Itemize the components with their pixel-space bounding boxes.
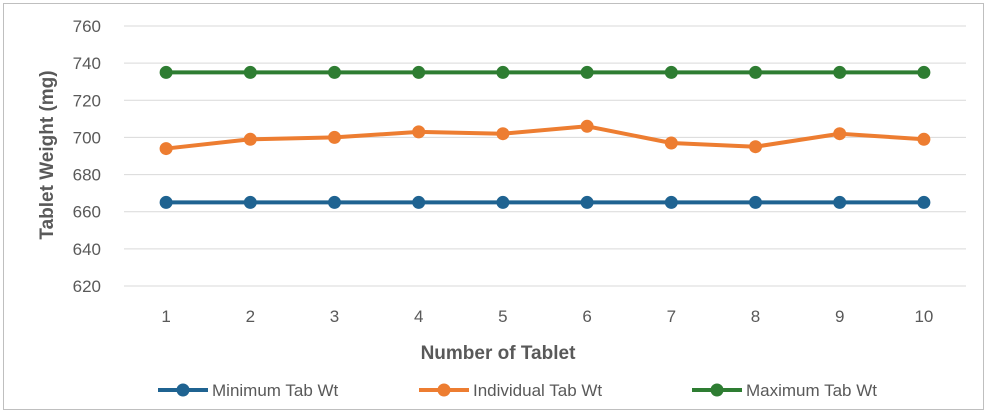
data-point xyxy=(243,132,257,146)
legend-item: Maximum Tab Wt xyxy=(692,381,877,400)
y-tick-label: 760 xyxy=(73,17,101,36)
series-individual-tab-wt xyxy=(159,119,931,156)
data-point xyxy=(412,195,426,209)
data-point xyxy=(328,65,341,79)
x-tick-label: 1 xyxy=(161,307,170,326)
y-tick-label: 720 xyxy=(73,91,101,110)
x-tick-label: 10 xyxy=(914,307,933,326)
x-tick-label: 9 xyxy=(835,307,844,326)
data-point xyxy=(749,195,762,209)
y-tick-label: 680 xyxy=(73,166,101,185)
data-point xyxy=(496,195,510,209)
data-point xyxy=(749,65,762,79)
data-point xyxy=(833,195,847,209)
data-point xyxy=(328,195,341,209)
data-point xyxy=(243,65,257,79)
legend-item: Minimum Tab Wt xyxy=(158,381,339,400)
data-point xyxy=(664,136,678,150)
data-point xyxy=(412,65,426,79)
data-point xyxy=(159,142,173,156)
data-point xyxy=(833,127,847,141)
data-point xyxy=(917,132,931,146)
legend-label: Minimum Tab Wt xyxy=(212,381,339,400)
series-maximum-tab-wt xyxy=(159,65,931,79)
x-tick-label: 5 xyxy=(498,307,507,326)
data-point xyxy=(243,195,257,209)
data-point xyxy=(917,65,931,79)
data-point xyxy=(664,65,678,79)
y-tick-label: 700 xyxy=(73,128,101,147)
series-group xyxy=(159,65,931,209)
data-point xyxy=(496,65,510,79)
x-tick-label: 6 xyxy=(582,307,591,326)
data-point xyxy=(749,140,762,154)
y-tick-label: 640 xyxy=(73,240,101,259)
y-tick-labels: 620 640 660 680 700 720 740 760 xyxy=(73,17,101,296)
data-point xyxy=(664,195,678,209)
x-axis-title: Number of Tablet xyxy=(421,343,576,364)
series-line xyxy=(165,124,925,151)
data-point xyxy=(496,127,510,141)
x-tick-label: 7 xyxy=(667,307,676,326)
data-point xyxy=(580,119,594,133)
data-point xyxy=(580,195,594,209)
legend-item: Individual Tab Wt xyxy=(419,381,602,400)
data-point xyxy=(328,130,341,144)
y-tick-label: 660 xyxy=(73,203,101,222)
y-axis-title: Tablet Weight (mg) xyxy=(37,70,58,239)
x-tick-label: 4 xyxy=(414,307,423,326)
y-tick-label: 620 xyxy=(73,277,101,296)
gridlines xyxy=(124,25,966,287)
legend: Minimum Tab Wt Individual Tab Wt Maximum T… xyxy=(158,381,877,400)
data-point xyxy=(159,195,173,209)
data-point xyxy=(580,65,594,79)
data-point xyxy=(412,125,426,139)
legend-marker xyxy=(176,383,190,397)
y-tick-label: 740 xyxy=(73,54,101,73)
legend-label: Individual Tab Wt xyxy=(473,381,602,400)
data-point xyxy=(159,65,173,79)
legend-marker xyxy=(710,383,724,397)
x-tick-label: 8 xyxy=(751,307,760,326)
data-point xyxy=(917,195,931,209)
x-tick-labels: 1 2 3 4 5 6 7 8 9 10 xyxy=(161,307,933,326)
x-tick-label: 3 xyxy=(330,307,339,326)
x-tick-label: 2 xyxy=(246,307,255,326)
legend-label: Maximum Tab Wt xyxy=(746,381,877,400)
data-point xyxy=(833,65,847,79)
series-minimum-tab-wt xyxy=(159,195,931,209)
legend-marker xyxy=(437,383,451,397)
